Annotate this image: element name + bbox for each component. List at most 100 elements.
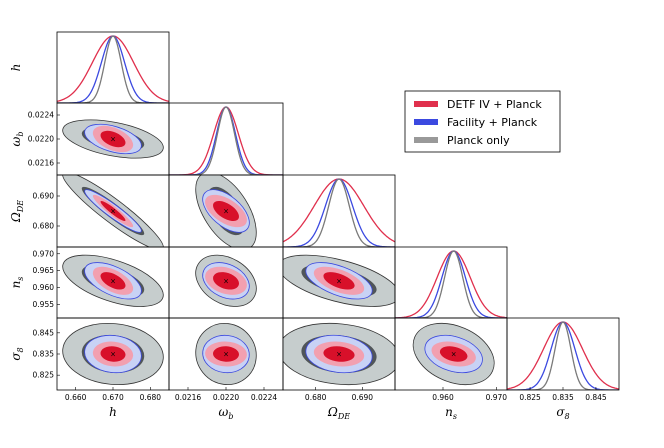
panel-omega_b-omega_b [168,102,284,176]
best-fit-marker: × [110,208,116,216]
x-axis-label-Omega_DE: ΩDE [327,405,350,421]
panel-Omega_DE-Omega_DE [282,174,396,248]
panel-n_s-n_s [394,246,508,319]
panel-content: × [62,119,164,159]
panel-content: × [283,254,395,307]
marginal-facility [507,321,619,390]
panel-omega_b-h: × 0.0216 0.0220 0.0224 [28,102,170,176]
panel-sigma_8-h: × 0.660 0.670 0.680 0.825 0.835 0.845 [33,317,170,402]
x-tick-label: 0.690 [352,393,374,402]
x-axis-label-sub: b [228,412,233,421]
legend-entry-planck: Planck only [414,134,510,147]
marginal-facility [395,250,507,318]
legend-label-facility: Facility + Planck [447,116,538,129]
marginal-facility [169,106,283,175]
marginal-planck [283,178,395,243]
x-tick-label: 0.970 [486,393,508,402]
contour-detf-1sigma [213,346,239,362]
x-tick-label: 0.660 [65,393,87,402]
best-fit-marker: × [223,277,229,285]
legend: DETF IV + Planck Facility + Planck Planc… [404,90,561,153]
x-tick-label: 0.845 [585,393,607,402]
y-tick-label: 0.955 [33,300,55,309]
panels: × 0.0216 0.0220 0.0224 × 0.680 0.690 × × 0.955 0.9… [28,31,620,402]
legend-label-detf: DETF IV + Planck [447,98,542,111]
x-axis-label-sub: s [453,412,457,421]
panel-sigma_8-Omega_DE: × 0.680 0.690 [282,317,396,402]
x-tick-label: 0.835 [552,393,574,402]
y-tick-label: 0.0216 [28,159,54,168]
best-fit-marker: × [336,277,342,285]
legend-entry-detf: DETF IV + Planck [414,98,542,111]
marginal-planck [395,250,507,318]
panel-content [283,178,395,247]
x-tick-label: 0.825 [519,393,541,402]
y-tick-label: 0.0220 [28,135,54,144]
contour-detf-1sigma [100,130,126,148]
best-fit-marker: × [451,351,457,359]
panel-frame [394,246,508,319]
panel-content: × [195,322,257,386]
marginal-planck [169,106,283,175]
panel-Omega_DE-h: × 0.680 0.690 [33,174,170,248]
contour-detf-1sigma [100,200,126,222]
panel-frame [282,174,396,248]
y-axis-label-n_s: ns [9,277,25,289]
contour-detf-1sigma [213,200,239,222]
marginal-planck [507,321,619,390]
contour-detf-1sigma [323,272,355,290]
panel-sigma_8-n_s: × 0.960 0.970 [394,317,508,402]
x-tick-label: 0.680 [140,393,162,402]
marginal-detf [57,35,169,103]
best-fit-marker: × [223,208,229,216]
panel-content: × [62,175,164,247]
y-tick-label: 0.0224 [28,111,54,120]
panel-content [57,35,169,103]
panel-n_s-h: × 0.955 0.960 0.965 0.970 [33,246,170,319]
y-axis-label-sub: DE [16,200,25,213]
x-tick-label: 0.680 [305,393,327,402]
contour-detf-1sigma [100,272,126,290]
y-tick-label: 0.960 [33,283,55,292]
best-fit-marker: × [110,351,116,359]
panel-content: × [62,322,164,386]
marginal-planck [57,35,169,103]
panel-content [507,321,619,390]
x-axis-label-sub: DE [337,412,350,421]
marginal-detf [169,106,283,175]
y-axis-label-sub: s [16,277,25,281]
panel-content: × [62,254,164,307]
panel-Omega_DE-omega_b: × [168,174,284,248]
panel-h-h [56,31,170,104]
panel-content: × [412,322,495,386]
legend-swatch-planck [414,137,438,143]
panel-frame [506,317,620,391]
marginal-detf [507,321,619,390]
x-axis-label-n_s: ns [445,405,457,421]
y-tick-label: 0.690 [33,192,55,201]
y-tick-label: 0.825 [33,371,55,380]
contour-detf-1sigma [439,346,468,362]
y-axis-label-sub: 8 [16,347,25,352]
y-tick-label: 0.965 [33,266,55,275]
y-tick-label: 0.845 [33,328,55,337]
marginal-detf [283,178,395,247]
legend-label-planck: Planck only [447,134,510,147]
x-axis-label-sigma_8: σ8 [556,405,569,421]
legend-swatch-facility [414,119,438,125]
best-fit-marker: × [223,351,229,359]
panel-sigma_8-omega_b: × 0.0216 0.0220 0.0224 [168,317,284,402]
panel-frame [168,102,284,176]
best-fit-marker: × [110,277,116,285]
x-tick-label: 0.0224 [251,393,277,402]
y-axis-label-omega_b: ωb [9,132,25,147]
y-axis-label-Omega_DE: ΩDE [9,200,25,223]
panel-sigma_8-sigma_8: 0.825 0.835 0.845 [506,317,620,402]
best-fit-marker: × [336,351,342,359]
x-axis-label-sub: 8 [565,412,570,421]
legend-swatch-detf [414,101,438,107]
panel-content: × [195,254,257,307]
y-axis-label-sub: b [16,132,25,137]
y-tick-label: 0.970 [33,249,55,258]
